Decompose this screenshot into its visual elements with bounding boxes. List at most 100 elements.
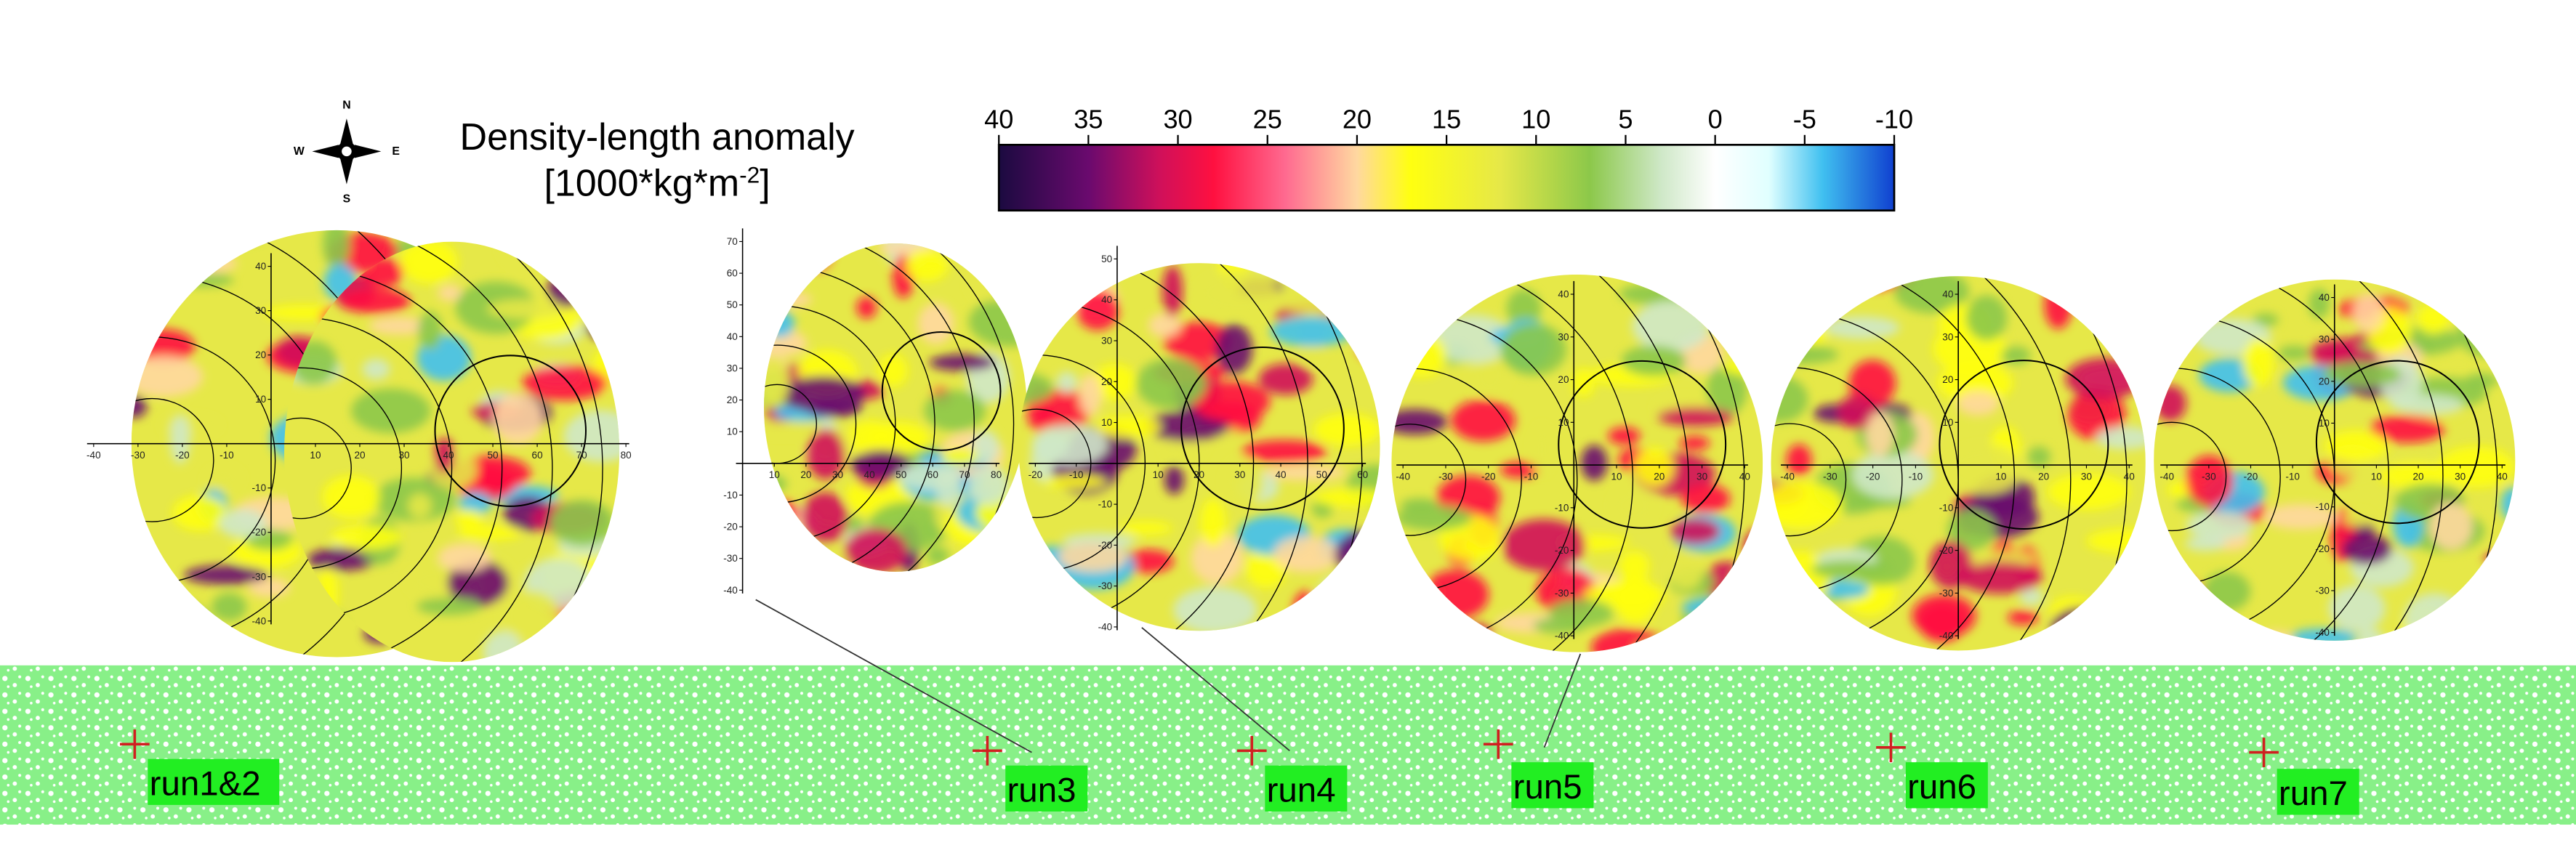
- x-tick-label: -20: [175, 450, 190, 461]
- run-label-box: [2277, 769, 2359, 815]
- compass: N S W E: [294, 100, 400, 206]
- y-tick-label: 40: [255, 261, 266, 272]
- y-tick-label: 50: [727, 299, 738, 310]
- colorbar-tick-label: 25: [1253, 105, 1282, 134]
- x-tick-label: 30: [1234, 469, 1245, 480]
- y-tick-label: 30: [727, 363, 738, 373]
- y-tick-label: -40: [252, 615, 267, 626]
- run-label-box: [1005, 765, 1088, 812]
- compass-s: S: [343, 193, 351, 205]
- x-tick-label: -40: [1396, 471, 1410, 482]
- run-marker: run1&2: [119, 729, 280, 805]
- connector: [1543, 653, 1582, 748]
- x-tick-label: 50: [895, 469, 906, 480]
- x-tick-label: 80: [991, 469, 1002, 480]
- x-tick-label: 30: [832, 469, 843, 480]
- units-close: ]: [760, 162, 770, 204]
- y-tick-label: 30: [1101, 335, 1112, 346]
- x-tick-label: -30: [2202, 471, 2216, 482]
- y-tick-label: 40: [1942, 289, 1953, 300]
- y-tick-label: 30: [2319, 334, 2330, 345]
- x-tick-label: -20: [2244, 471, 2258, 482]
- run-label-box: [1265, 765, 1348, 812]
- y-tick-label: 20: [2319, 376, 2330, 387]
- y-tick-label: -30: [2315, 586, 2330, 596]
- y-tick-label: -40: [2315, 627, 2330, 638]
- run-marker: run4: [1236, 736, 1348, 812]
- y-tick-label: 30: [1558, 331, 1569, 342]
- y-tick-label: 10: [1942, 417, 1953, 428]
- colorbar-tick-label: -10: [1875, 105, 1913, 134]
- x-tick-label: 20: [1194, 469, 1204, 480]
- run-marker: run3: [973, 736, 1088, 812]
- x-tick-label: 40: [2124, 471, 2135, 482]
- x-tick-label: 60: [1357, 469, 1368, 480]
- run-label: run1&2: [150, 764, 261, 803]
- run-label: run4: [1267, 771, 1336, 809]
- y-tick-label: -30: [1555, 588, 1569, 599]
- x-tick-label: 40: [864, 469, 875, 480]
- y-tick-label: 10: [1558, 417, 1569, 428]
- x-tick-label: 30: [398, 450, 409, 461]
- map-panel: 10 20 30 40 50 60 70 80 70 60 50 40 30 20 10 -10 -20 -30 -…: [723, 228, 1027, 596]
- x-tick-label: 10: [2371, 471, 2382, 482]
- y-tick-label: 10: [2319, 418, 2330, 429]
- x-tick-label: -30: [1438, 471, 1453, 482]
- density-map: [1391, 274, 1763, 652]
- colorbar-tick-label: 15: [1432, 105, 1461, 134]
- y-tick-label: -20: [2315, 543, 2330, 554]
- units: [1000*kg*m-2]: [544, 161, 770, 204]
- y-tick-label: -10: [1939, 502, 1954, 513]
- colorbar-tick-label: 10: [1521, 105, 1550, 134]
- x-tick-label: 30: [2455, 471, 2466, 482]
- y-tick-label: 20: [1942, 374, 1953, 385]
- x-tick-label: 40: [1276, 469, 1287, 480]
- y-tick-label: 20: [1558, 374, 1569, 385]
- x-tick-label: 60: [927, 469, 938, 480]
- x-tick-label: -40: [86, 450, 101, 461]
- x-tick-label: -40: [1780, 471, 1795, 482]
- colorbar-tick-label: 40: [984, 105, 1013, 134]
- x-tick-label: 20: [354, 450, 365, 461]
- y-tick-label: -10: [1098, 499, 1113, 510]
- x-tick-label: 10: [1995, 471, 2006, 482]
- y-tick-label: 70: [727, 236, 738, 247]
- y-tick-label: -40: [1939, 631, 1954, 642]
- run-marker: run5: [1483, 729, 1594, 809]
- y-tick-label: 30: [1942, 331, 1953, 342]
- x-tick-label: 70: [959, 469, 970, 480]
- x-tick-label: -30: [131, 450, 145, 461]
- y-tick-label: 40: [1558, 289, 1569, 300]
- x-tick-label: -40: [2160, 471, 2174, 482]
- compass-n: N: [342, 100, 350, 112]
- x-tick-label: -30: [1823, 471, 1838, 482]
- run-marker: run7: [2249, 737, 2359, 815]
- x-tick-label: 20: [2412, 471, 2423, 482]
- density-map: [763, 243, 1027, 572]
- x-tick-label: 20: [800, 469, 811, 480]
- colorbar-tick-label: 5: [1618, 105, 1633, 134]
- y-tick-label: 10: [1101, 417, 1112, 428]
- x-tick-label: 40: [443, 450, 454, 461]
- connector: [1141, 627, 1290, 752]
- x-tick-label: -20: [1866, 471, 1880, 482]
- colorbar-tick-label: -5: [1793, 105, 1816, 134]
- y-tick-label: 50: [1101, 254, 1112, 264]
- x-tick-label: 10: [1611, 471, 1622, 482]
- compass-w: W: [294, 145, 305, 158]
- y-tick-label: -20: [723, 522, 738, 533]
- y-tick-label: -30: [723, 553, 738, 564]
- units-open: [1000*kg*m: [544, 162, 739, 204]
- x-tick-label: 10: [310, 450, 321, 461]
- map-panel: -40 -30 -20 -10 10 20 30 40 50 60 70 80 40 30 20 10 -10 -…: [86, 230, 632, 663]
- colorbar-tick-label: 35: [1074, 105, 1103, 134]
- x-tick-label: -10: [1069, 469, 1084, 480]
- y-tick-label: -10: [723, 490, 738, 501]
- x-tick-label: 70: [576, 450, 587, 461]
- run-label: run3: [1007, 771, 1076, 809]
- x-tick-label: 10: [1153, 469, 1164, 480]
- x-tick-label: 40: [2497, 471, 2508, 482]
- x-tick-label: 50: [488, 450, 499, 461]
- x-tick-label: 30: [1696, 471, 1707, 482]
